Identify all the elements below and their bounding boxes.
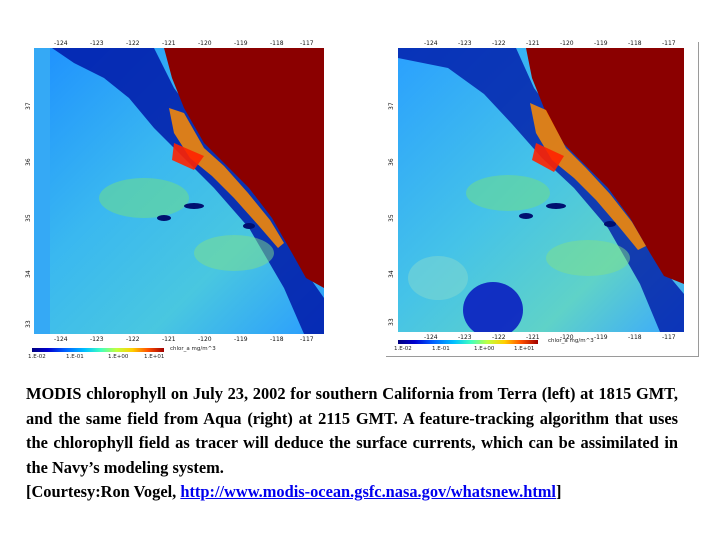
lon-tick-top: -118 xyxy=(628,40,642,47)
lon-tick-bottom: -120 xyxy=(198,336,212,343)
colorbar-title: chlor_a mg/m^3 xyxy=(548,338,594,344)
colorbar-label: 1.E+01 xyxy=(514,346,535,352)
lat-tick: 34 xyxy=(388,270,395,278)
right-frame-bottom xyxy=(386,356,699,357)
lon-tick-top: -118 xyxy=(270,40,284,47)
courtesy-suffix: ] xyxy=(555,482,562,501)
lon-tick-bottom: -122 xyxy=(126,336,140,343)
terra-panel: -124 -123 -122 -121 -120 -119 -118 -117 … xyxy=(24,38,336,356)
lon-tick-top: -117 xyxy=(300,40,314,47)
colorbar-label: 1.E-01 xyxy=(432,346,450,352)
lat-tick: 36 xyxy=(388,158,395,166)
lon-tick-top: -121 xyxy=(526,40,540,47)
lon-tick-bottom: -121 xyxy=(162,336,176,343)
lon-tick-top: -123 xyxy=(458,40,472,47)
colorbar-label: 1.E+01 xyxy=(144,354,165,360)
lon-tick-bottom: -119 xyxy=(594,334,608,341)
colorbar-label: 1.E+00 xyxy=(474,346,495,352)
lon-tick-bottom: -124 xyxy=(424,334,438,341)
terra-chlorophyll-map xyxy=(34,48,324,334)
figure-caption: MODIS chlorophyll on July 23, 2002 for s… xyxy=(26,382,678,505)
lon-tick-top: -120 xyxy=(198,40,212,47)
colorbar-label: 1.E-02 xyxy=(28,354,46,360)
courtesy-prefix: [Courtesy:Ron Vogel, xyxy=(26,482,181,501)
lat-tick: 36 xyxy=(25,158,32,166)
lon-tick-top: -120 xyxy=(560,40,574,47)
courtesy-link[interactable]: http://www.modis-ocean.gsfc.nasa.gov/wha… xyxy=(180,482,556,501)
lon-tick-bottom: -119 xyxy=(234,336,248,343)
lon-tick-bottom: -118 xyxy=(628,334,642,341)
lat-tick: 35 xyxy=(25,214,32,222)
terra-colorbar xyxy=(32,348,164,352)
lon-tick-top: -119 xyxy=(234,40,248,47)
lon-tick-bottom: -117 xyxy=(300,336,314,343)
lon-tick-top: -124 xyxy=(54,40,68,47)
lon-tick-top: -124 xyxy=(424,40,438,47)
right-frame-edge xyxy=(698,42,699,357)
lat-tick: 33 xyxy=(25,320,32,328)
colorbar-label: 1.E-01 xyxy=(66,354,84,360)
lon-tick-top: -123 xyxy=(90,40,104,47)
colorbar-label: 1.E-02 xyxy=(394,346,412,352)
lon-tick-bottom: -117 xyxy=(662,334,676,341)
lat-tick: 33 xyxy=(388,318,395,326)
lon-tick-top: -121 xyxy=(162,40,176,47)
lat-tick: 35 xyxy=(388,214,395,222)
lon-tick-top: -117 xyxy=(662,40,676,47)
lon-tick-bottom: -124 xyxy=(54,336,68,343)
aqua-colorbar xyxy=(398,340,538,344)
aqua-chlorophyll-map xyxy=(398,48,684,332)
lat-tick: 37 xyxy=(388,102,395,110)
lon-tick-bottom: -122 xyxy=(492,334,506,341)
aqua-panel: -124 -123 -122 -121 -120 -119 -118 -117 … xyxy=(386,38,698,356)
lon-tick-bottom: -121 xyxy=(526,334,540,341)
lon-tick-bottom: -123 xyxy=(458,334,472,341)
lon-tick-bottom: -118 xyxy=(270,336,284,343)
lat-tick: 37 xyxy=(25,102,32,110)
lon-tick-bottom: -120 xyxy=(560,334,574,341)
lon-tick-bottom: -123 xyxy=(90,336,104,343)
lon-tick-top: -122 xyxy=(492,40,506,47)
caption-text: MODIS chlorophyll on July 23, 2002 for s… xyxy=(26,384,678,477)
colorbar-label: 1.E+00 xyxy=(108,354,129,360)
lon-tick-top: -119 xyxy=(594,40,608,47)
lat-tick: 34 xyxy=(25,270,32,278)
colorbar-title: chlor_a mg/m^3 xyxy=(170,346,216,352)
lon-tick-top: -122 xyxy=(126,40,140,47)
